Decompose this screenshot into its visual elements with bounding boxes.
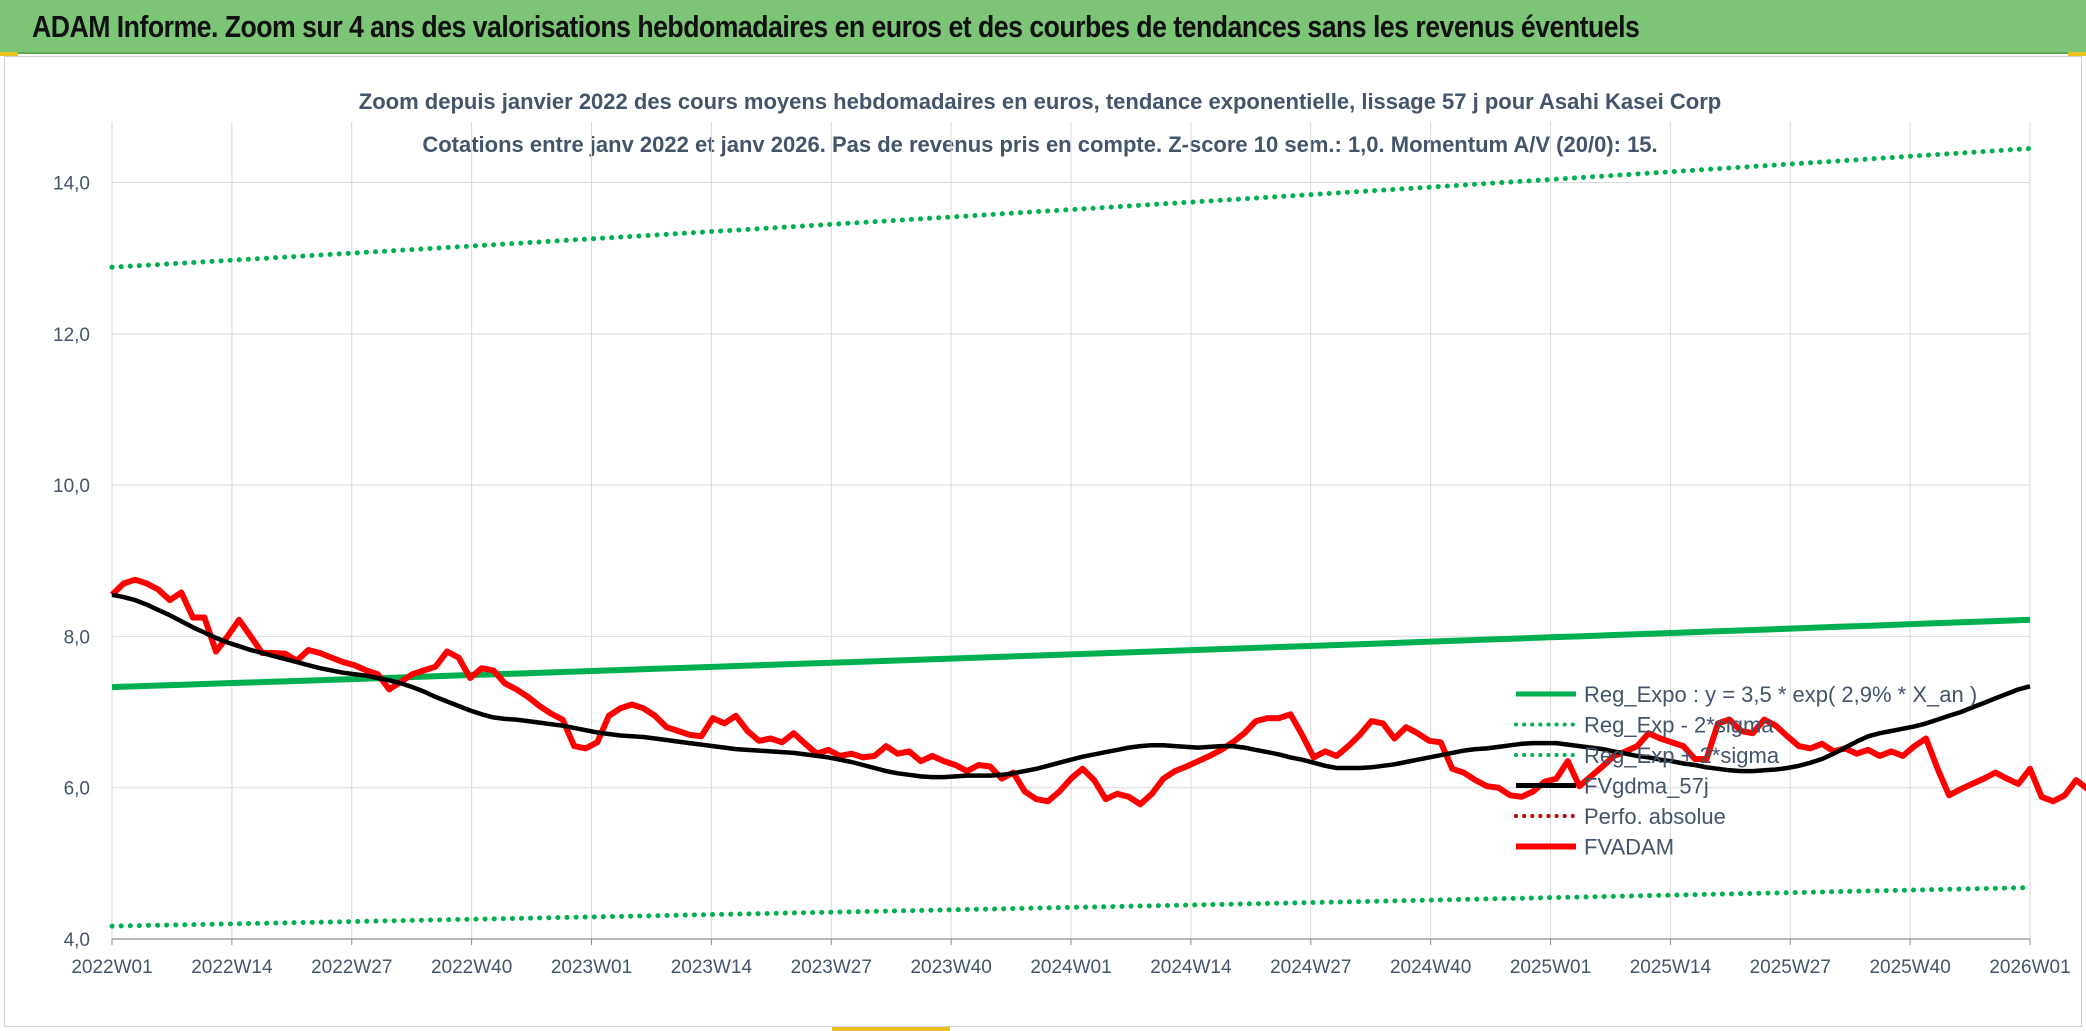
report-title: ADAM Informe. Zoom sur 4 ans des valoris… (32, 9, 1640, 44)
y-tick-label: 12,0 (53, 325, 90, 346)
y-tick-label: 4,0 (64, 930, 90, 951)
banner-accent-right (2068, 52, 2086, 56)
report-banner: ADAM Informe. Zoom sur 4 ans des valoris… (0, 0, 2086, 54)
legend-reg-exp-plus-label: Reg_Exp + 2*sigma (1584, 743, 1780, 768)
chart-subtitle: Cotations entre janv 2022 et janv 2026. … (422, 132, 1657, 157)
fvadam-line (109, 576, 2086, 808)
legend-perfo-absolue-label: Perfo. absolue (1584, 804, 1726, 829)
legend-fvgdma-label: FVgdma_57j (1584, 774, 1709, 799)
x-tick-label: 2023W01 (551, 957, 632, 978)
x-tick-label: 2023W27 (791, 957, 872, 978)
legend-reg-exp-minus-label: Reg_Exp - 2*sigma (1584, 713, 1774, 738)
x-tick-label: 2025W01 (1510, 957, 1591, 978)
x-tick-label: 2025W27 (1750, 957, 1831, 978)
legend-fvadam-label: FVADAM (1584, 835, 1674, 860)
gridlines (111, 122, 2031, 940)
banner-accent-left (0, 52, 18, 56)
x-tick-label: 2022W27 (311, 957, 392, 978)
chart-frame (4, 56, 2082, 1027)
x-tick-label: 2023W14 (671, 957, 753, 978)
reg-exp-plus-2sigma-line (109, 146, 2033, 270)
x-tick-label: 2024W27 (1270, 957, 1351, 978)
reg-expo-line (111, 616, 2031, 691)
x-tick-label: 2026W01 (1989, 957, 2070, 978)
x-tick-label: 2022W14 (191, 957, 273, 978)
x-tick-label: 2024W01 (1030, 957, 1111, 978)
chart-title: Zoom depuis janvier 2022 des cours moyen… (359, 89, 1721, 114)
y-tick-label: 8,0 (64, 627, 90, 648)
x-tick-label: 2022W40 (431, 957, 512, 978)
fvgdma-57j-line (111, 592, 2031, 780)
reg-exp-minus-2sigma-line (109, 885, 2033, 929)
x-tick-label: 2023W40 (910, 957, 991, 978)
bottom-accent (832, 1027, 950, 1031)
x-tick-label: 2025W40 (1869, 957, 1950, 978)
series-lines (109, 146, 2086, 929)
axes: 4,0 6,0 8,0 10,0 12,0 14,0 2022W01 2022W14 2022W… (53, 174, 2071, 978)
x-tick-label: 2025W14 (1630, 957, 1712, 978)
y-tick-label: 14,0 (53, 174, 90, 195)
y-tick-label: 6,0 (64, 779, 90, 800)
y-tick-label: 10,0 (53, 476, 90, 497)
x-tick-label: 2024W40 (1390, 957, 1471, 978)
x-tick-label: 2022W01 (71, 957, 152, 978)
legend: Reg_Expo : y = 3,5 * exp( 2,9% * X_an ) R… (1514, 682, 1977, 860)
legend-reg-expo-label: Reg_Expo : y = 3,5 * exp( 2,9% * X_an ) (1584, 682, 1977, 707)
x-tick-label: 2024W14 (1150, 957, 1232, 978)
